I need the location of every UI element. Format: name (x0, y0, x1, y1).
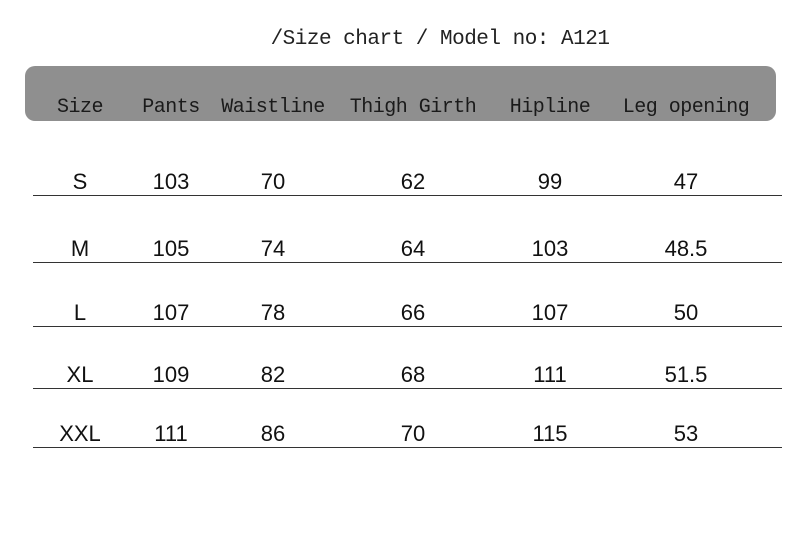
table-cell: 64 (400, 236, 426, 261)
table-cell: 105 (152, 236, 190, 261)
table-cell: 51.5 (664, 362, 708, 387)
table-cell: 74 (260, 236, 286, 261)
table-cell: 103 (152, 169, 190, 194)
table-header-bar (25, 66, 776, 121)
table-cell: 86 (260, 421, 286, 446)
table-cell: XL (66, 362, 94, 387)
table-cell: 62 (400, 169, 426, 194)
row-divider (33, 326, 782, 327)
table-cell: 50 (673, 300, 699, 325)
table-cell: 66 (400, 300, 426, 325)
table-cell: 53 (673, 421, 699, 446)
column-header: Thigh Girth (349, 96, 477, 119)
table-cell: 99 (537, 169, 563, 194)
table-cell: L (73, 300, 87, 325)
table-cell: 78 (260, 300, 286, 325)
table-cell: 82 (260, 362, 286, 387)
table-cell: XXL (59, 421, 101, 446)
table-cell: M (70, 236, 90, 261)
table-cell: 68 (400, 362, 426, 387)
table-cell: 47 (673, 169, 699, 194)
column-header: Leg opening (622, 96, 750, 119)
table-cell: 111 (154, 421, 188, 446)
column-header: Pants (142, 96, 200, 119)
row-divider (33, 195, 782, 196)
table-cell: 107 (531, 300, 569, 325)
row-divider (33, 388, 782, 389)
row-divider (33, 447, 782, 448)
row-divider (33, 262, 782, 263)
chart-title: /Size chart / Model no: A121 (270, 28, 610, 51)
column-header: Size (56, 96, 104, 119)
table-cell: 111 (533, 362, 567, 387)
table-cell: 48.5 (664, 236, 708, 261)
table-cell: 109 (152, 362, 190, 387)
column-header: Waistline (221, 96, 325, 119)
column-header: Hipline (509, 96, 591, 119)
table-cell: 103 (531, 236, 569, 261)
table-cell: S (72, 169, 88, 194)
table-cell: 107 (152, 300, 190, 325)
table-cell: 70 (260, 169, 286, 194)
table-cell: 115 (532, 421, 568, 446)
table-cell: 70 (400, 421, 426, 446)
